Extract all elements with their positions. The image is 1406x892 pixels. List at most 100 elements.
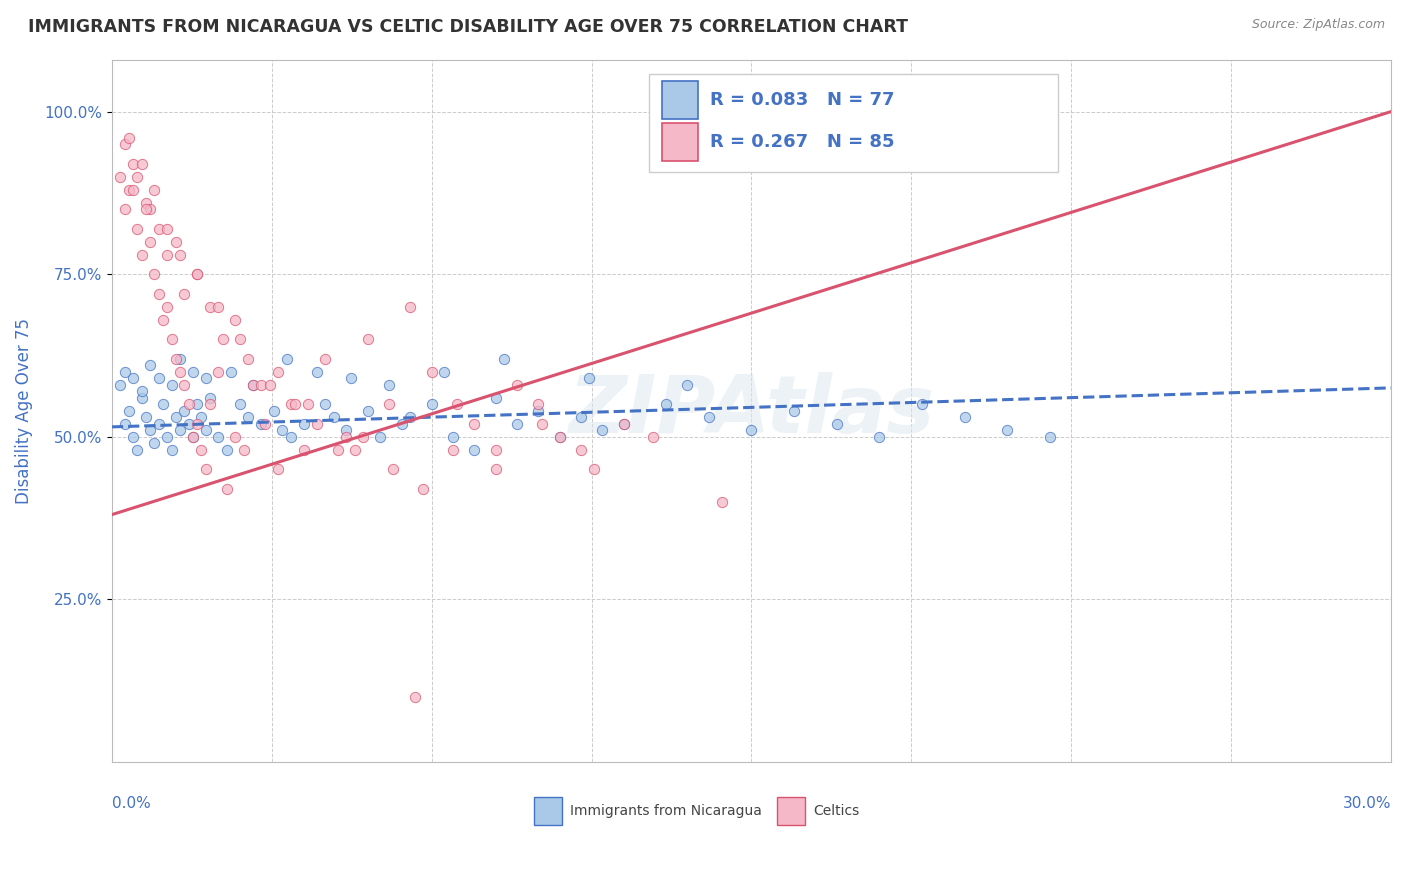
Point	[484, 462, 506, 476]
Point	[322, 410, 344, 425]
Point	[118, 130, 141, 145]
Point	[356, 403, 378, 417]
Point	[224, 312, 246, 326]
Point	[868, 430, 890, 444]
Point	[143, 183, 166, 197]
Point	[186, 267, 208, 281]
Text: R = 0.267   N = 85: R = 0.267 N = 85	[710, 134, 896, 152]
Point	[118, 183, 141, 197]
Point	[710, 494, 733, 508]
Point	[148, 417, 170, 431]
Point	[494, 351, 516, 366]
Point	[198, 391, 221, 405]
Point	[250, 417, 273, 431]
Point	[378, 377, 401, 392]
Point	[156, 247, 179, 261]
Point	[173, 286, 195, 301]
Point	[305, 417, 328, 431]
Point	[215, 482, 238, 496]
Point	[250, 377, 273, 392]
Point	[156, 221, 179, 235]
Point	[156, 300, 179, 314]
Point	[131, 156, 153, 170]
Point	[370, 430, 392, 444]
Point	[173, 403, 195, 417]
Point	[114, 202, 136, 216]
Point	[186, 397, 208, 411]
Point	[114, 365, 136, 379]
Point	[207, 430, 229, 444]
Point	[148, 286, 170, 301]
Point	[305, 365, 328, 379]
Point	[131, 384, 153, 398]
Point	[242, 377, 264, 392]
Point	[131, 391, 153, 405]
Point	[276, 351, 298, 366]
Point	[591, 423, 613, 437]
Point	[194, 371, 217, 385]
Point	[114, 137, 136, 152]
Point	[527, 397, 550, 411]
Point	[177, 417, 200, 431]
Point	[292, 442, 315, 457]
Point	[441, 430, 464, 444]
Point	[152, 397, 174, 411]
Point	[233, 442, 256, 457]
Point	[267, 365, 290, 379]
Point	[198, 300, 221, 314]
Point	[531, 417, 554, 431]
Point	[548, 430, 571, 444]
Point	[194, 423, 217, 437]
Point	[139, 202, 162, 216]
Point	[263, 403, 285, 417]
Point	[343, 442, 366, 457]
Point	[165, 235, 187, 249]
Point	[569, 442, 592, 457]
Point	[506, 377, 529, 392]
Point	[527, 403, 550, 417]
Point	[280, 397, 302, 411]
Point	[122, 183, 145, 197]
Point	[335, 430, 357, 444]
Point	[676, 377, 699, 392]
Point	[169, 365, 191, 379]
Point	[463, 417, 485, 431]
Point	[326, 442, 349, 457]
Point	[190, 442, 212, 457]
Point	[1039, 430, 1062, 444]
Point	[118, 403, 141, 417]
Point	[122, 430, 145, 444]
Point	[110, 169, 132, 184]
Text: Celtics: Celtics	[813, 804, 859, 818]
Point	[131, 247, 153, 261]
Point	[181, 365, 204, 379]
FancyBboxPatch shape	[650, 74, 1059, 172]
Point	[280, 430, 302, 444]
Point	[143, 267, 166, 281]
Point	[215, 442, 238, 457]
Point	[127, 442, 149, 457]
Text: 0.0%: 0.0%	[112, 797, 150, 812]
Text: Source: ZipAtlas.com: Source: ZipAtlas.com	[1251, 18, 1385, 31]
Point	[953, 410, 976, 425]
Point	[152, 312, 174, 326]
Point	[198, 397, 221, 411]
Point	[412, 482, 434, 496]
Point	[194, 462, 217, 476]
Point	[484, 442, 506, 457]
Point	[169, 423, 191, 437]
FancyBboxPatch shape	[662, 80, 697, 120]
Point	[783, 403, 806, 417]
Point	[259, 377, 281, 392]
Point	[578, 371, 600, 385]
Point	[404, 690, 426, 704]
Point	[382, 462, 405, 476]
Point	[160, 442, 183, 457]
Y-axis label: Disability Age Over 75: Disability Age Over 75	[15, 318, 32, 504]
Point	[229, 332, 252, 346]
Point	[740, 423, 762, 437]
Point	[190, 410, 212, 425]
Point	[156, 430, 179, 444]
Point	[127, 221, 149, 235]
Point	[122, 156, 145, 170]
